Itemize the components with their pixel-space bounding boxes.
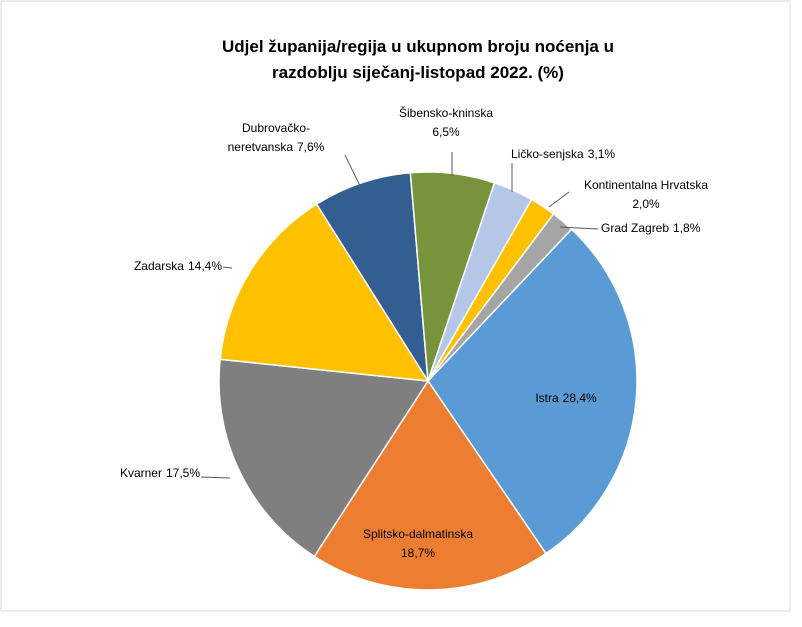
leader-line	[548, 191, 570, 208]
label-part: 14,4%	[188, 259, 222, 273]
label-part: 17,5%	[166, 466, 200, 480]
label-part: Dubrovačko-neretvanska	[228, 121, 310, 154]
label-part: 2,0%	[632, 197, 660, 211]
pie-slice	[219, 203, 430, 382]
label-part: Kvarner	[120, 466, 162, 480]
leader-line	[559, 226, 599, 230]
data-label: Kontinentalna Hrvatska 2,0%	[584, 178, 708, 211]
label-part: Grad Zagreb	[601, 221, 669, 235]
data-label: Šibensko-kninska 6,5%	[399, 105, 493, 139]
leader-line	[200, 476, 231, 479]
leader-line	[222, 266, 233, 269]
label-part: Šibensko-kninska	[399, 105, 493, 120]
chart-title: Udjel županija/regija u ukupnom broju no…	[222, 37, 614, 82]
label-part: 3,1%	[588, 147, 616, 161]
label-part: 28,4%	[563, 391, 597, 405]
data-label: Grad Zagreb 1,8%	[601, 221, 701, 235]
label-part: Istra	[535, 391, 559, 405]
label-part: Kontinentalna Hrvatska	[584, 178, 708, 192]
pie-slice	[427, 212, 573, 382]
data-label: Ličko-senjska 3,1%	[511, 147, 615, 161]
label-part: 6,5%	[432, 125, 460, 139]
label-part: Zadarska	[134, 259, 184, 273]
data-label: Splitsko-dalmatinska 18,7%	[363, 527, 473, 560]
pie-slice	[313, 379, 548, 591]
pie-slice	[427, 228, 638, 555]
leader-line	[344, 154, 361, 187]
data-label: Istra 28,4%	[535, 391, 597, 405]
pie-slice	[218, 358, 430, 558]
label-part: 1,8%	[673, 221, 701, 235]
data-label: Zadarska 14,4%	[134, 259, 222, 273]
label-part: Splitsko-dalmatinska	[363, 527, 473, 541]
pie-slice	[315, 171, 429, 382]
label-part: 7,6%	[297, 140, 325, 154]
label-part: 18,7%	[401, 546, 435, 560]
data-label: Dubrovačko-neretvanska 7,6%	[228, 121, 325, 154]
data-label: Kvarner 17,5%	[120, 466, 200, 480]
label-part: Ličko-senjska	[511, 147, 584, 161]
